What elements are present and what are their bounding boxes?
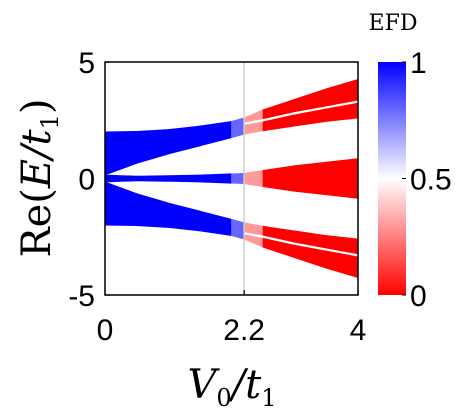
middle-band-segment xyxy=(262,165,296,192)
upper-band xyxy=(105,79,358,176)
lower-band-segment xyxy=(231,218,245,240)
y-tick-label: 0 xyxy=(78,164,95,197)
middle-band xyxy=(105,158,358,199)
upper-band-segment xyxy=(325,79,358,122)
x-axis-label: V0/t1 xyxy=(187,362,276,411)
lower-band xyxy=(105,181,358,278)
middle-band-segment xyxy=(231,172,245,185)
lower-gap xyxy=(243,232,358,257)
bands-layer xyxy=(105,79,358,278)
colorbar-tick-label: 1 xyxy=(410,47,427,80)
middle-band-segment xyxy=(199,173,232,184)
colorbar-title: EFD xyxy=(369,11,418,36)
ticks-layer: 0 2.2 450-5 xyxy=(68,47,366,347)
x-tick-label: 0 xyxy=(97,314,114,347)
middle-band-segment xyxy=(325,158,358,199)
upper-gap xyxy=(243,100,358,125)
colorbar-tick-label: 0.5 xyxy=(410,164,452,197)
y-tick-label: -5 xyxy=(68,280,95,313)
middle-band-segment xyxy=(136,175,169,182)
lower-band-segment xyxy=(325,235,358,278)
middle-band-segment xyxy=(294,161,327,196)
upper-band-segment xyxy=(231,117,245,139)
middle-band-segment xyxy=(243,169,264,188)
colorbar-ticks: 10.50 xyxy=(402,47,452,313)
colorbar-tick-label: 0 xyxy=(410,280,427,313)
y-axis-label: Re(E/t1) xyxy=(14,98,64,257)
colorbar xyxy=(378,62,406,295)
middle-band-segment xyxy=(167,174,201,183)
x-tick-label: 2.2 xyxy=(223,314,265,347)
x-tick-label: 4 xyxy=(350,314,367,347)
y-tick-label: 5 xyxy=(78,47,95,80)
